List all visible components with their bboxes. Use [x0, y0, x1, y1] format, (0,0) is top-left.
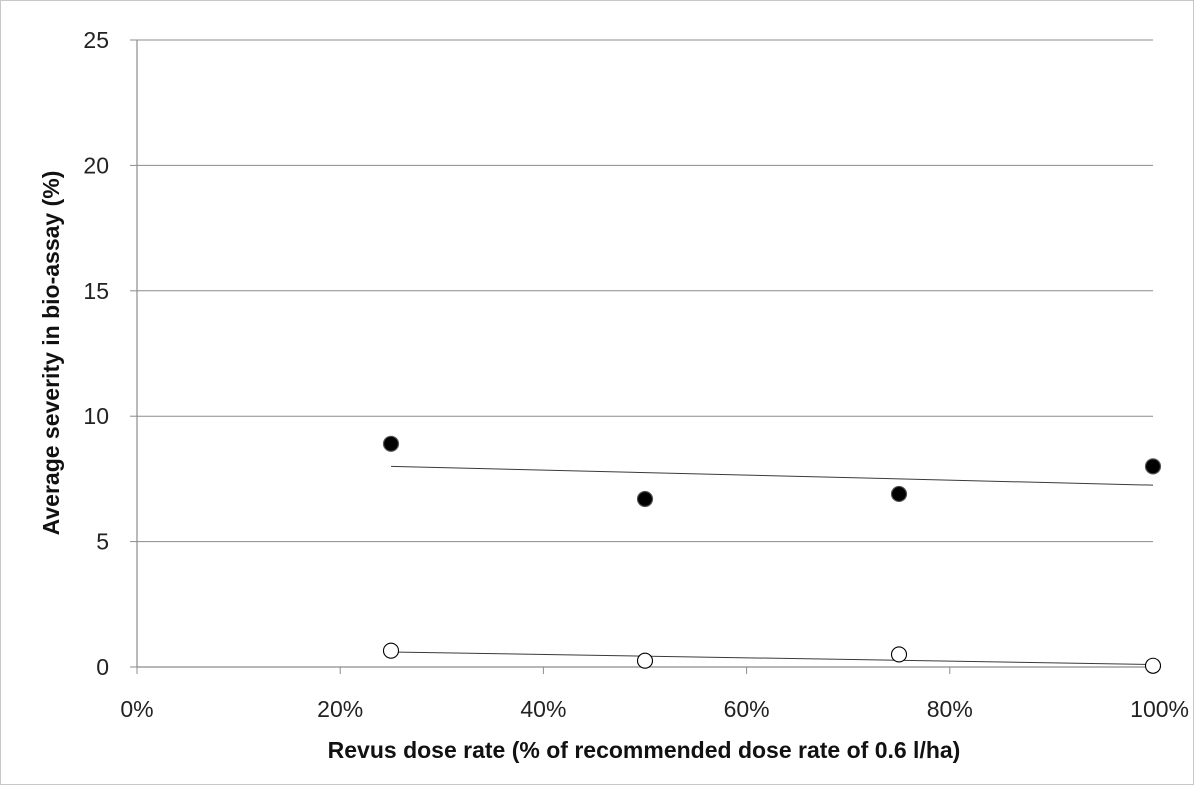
filled-data-point — [382, 435, 400, 452]
x-tick-label: 40% — [520, 696, 566, 722]
x-tick-label: 20% — [317, 696, 363, 722]
open-data-point — [1144, 657, 1162, 674]
filled-data-point — [1144, 458, 1162, 475]
x-tick-label: 80% — [927, 696, 973, 722]
x-tick-label: 60% — [724, 696, 770, 722]
trendlines — [390, 465, 1154, 665]
open-data-point — [636, 652, 654, 669]
tick-labels: 0 5 10 15 20 25 0% 20% 40% 60% 80% 100% — [83, 27, 1189, 722]
x-tick-label: 0% — [120, 696, 153, 722]
open-data-point — [890, 646, 908, 663]
trendline-series-1 — [390, 465, 1154, 486]
y-tick-label: 25 — [83, 27, 109, 53]
filled-data-point — [636, 490, 654, 508]
gridlines — [137, 39, 1153, 543]
x-tick-label: 100% — [1130, 696, 1189, 722]
y-tick-label: 20 — [83, 152, 109, 178]
x-axis-title: Revus dose rate (% of recommended dose r… — [328, 737, 961, 763]
y-tick-label: 15 — [83, 278, 109, 304]
open-data-point — [382, 642, 400, 659]
y-axis-title: Average severity in bio-assay (%) — [38, 171, 64, 536]
axes — [130, 39, 1154, 674]
y-tick-label: 0 — [96, 654, 109, 680]
data-points — [382, 435, 1162, 674]
y-tick-label: 5 — [96, 529, 109, 555]
filled-data-point — [890, 485, 908, 503]
y-tick-label: 10 — [83, 403, 109, 429]
trendline-series-2 — [390, 651, 1154, 665]
